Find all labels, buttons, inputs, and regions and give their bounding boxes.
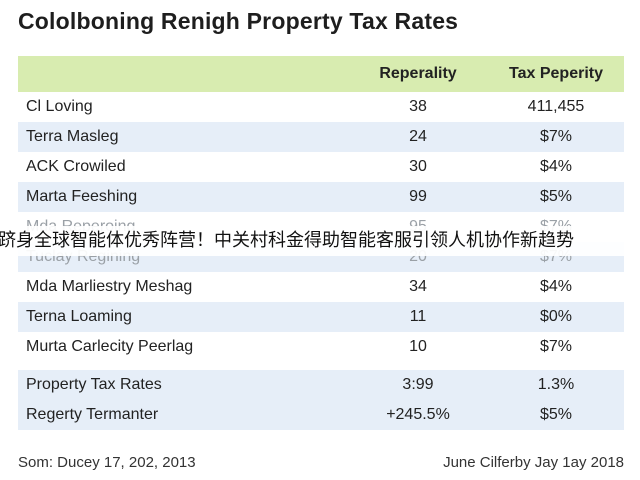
row-value: 24 — [409, 128, 427, 145]
page-title: Cololboning Renigh Property Tax Rates — [18, 8, 459, 34]
row-tax: $5% — [539, 188, 573, 205]
row-name: ACK Crowiled — [26, 158, 126, 175]
table-row: Murta Carlecity Peerlag 10 $7% — [18, 332, 624, 362]
summary-name: Property Tax Rates — [26, 376, 162, 393]
row-name: Terna Loaming — [26, 308, 132, 325]
row-value: 10 — [409, 338, 427, 355]
footer-left-text: Som: Ducey 17, 202, 2013 — [18, 454, 196, 471]
column-header-reperality: Reperality — [379, 65, 457, 82]
row-name: Terra Masleg — [26, 128, 119, 145]
row-value: 34 — [409, 278, 427, 295]
table-row: Terra Masleg 24 $7% — [18, 122, 624, 152]
row-tax: $4% — [539, 158, 573, 175]
table-row: Marta Feeshing 99 $5% — [18, 182, 624, 212]
row-tax: $4% — [539, 278, 573, 295]
footer: Som: Ducey 17, 202, 2013 June Cilferby J… — [18, 454, 624, 478]
summary-tax: 1.3% — [537, 376, 575, 393]
row-name: Cl Loving — [26, 98, 93, 115]
row-tax: 411,455 — [527, 98, 585, 115]
column-header-tax-peperity: Tax Peperity — [509, 65, 603, 82]
row-value: 30 — [409, 158, 427, 175]
row-tax: $7% — [539, 128, 573, 145]
summary-tax: $5% — [539, 406, 573, 423]
table-row: Mda Marliestry Meshag 34 $4% — [18, 272, 624, 302]
row-tax: $0% — [539, 308, 573, 325]
summary-name: Regerty Termanter — [26, 406, 159, 423]
row-name: Marta Feeshing — [26, 188, 138, 205]
table-gap — [18, 362, 624, 370]
table-row: Cl Loving 38 411,455 — [18, 92, 624, 122]
row-value: 38 — [409, 98, 427, 115]
summary-value: 3:99 — [402, 376, 434, 393]
row-value: 99 — [409, 188, 427, 205]
summary-value: +245.5% — [386, 406, 450, 423]
table-row: ACK Crowiled 30 $4% — [18, 152, 624, 182]
footer-right-text: June Cilferby Jay 1ay 2018 — [443, 454, 624, 471]
row-name: Mda Marliestry Meshag — [26, 278, 193, 295]
table-row: Terna Loaming 11 $0% — [18, 302, 624, 332]
summary-row: Regerty Termanter +245.5% $5% — [18, 400, 624, 430]
overlay-banner: 跻身全球智能体优秀阵营！中关村科金得助智能客服引领人机协作新趋势 — [0, 226, 640, 256]
table-header: Reperality Tax Peperity — [18, 56, 624, 92]
row-name: Murta Carlecity Peerlag — [26, 338, 194, 355]
summary-row: Property Tax Rates 3:99 1.3% — [18, 370, 624, 400]
row-value: 11 — [409, 308, 427, 325]
row-tax: $7% — [539, 338, 573, 355]
